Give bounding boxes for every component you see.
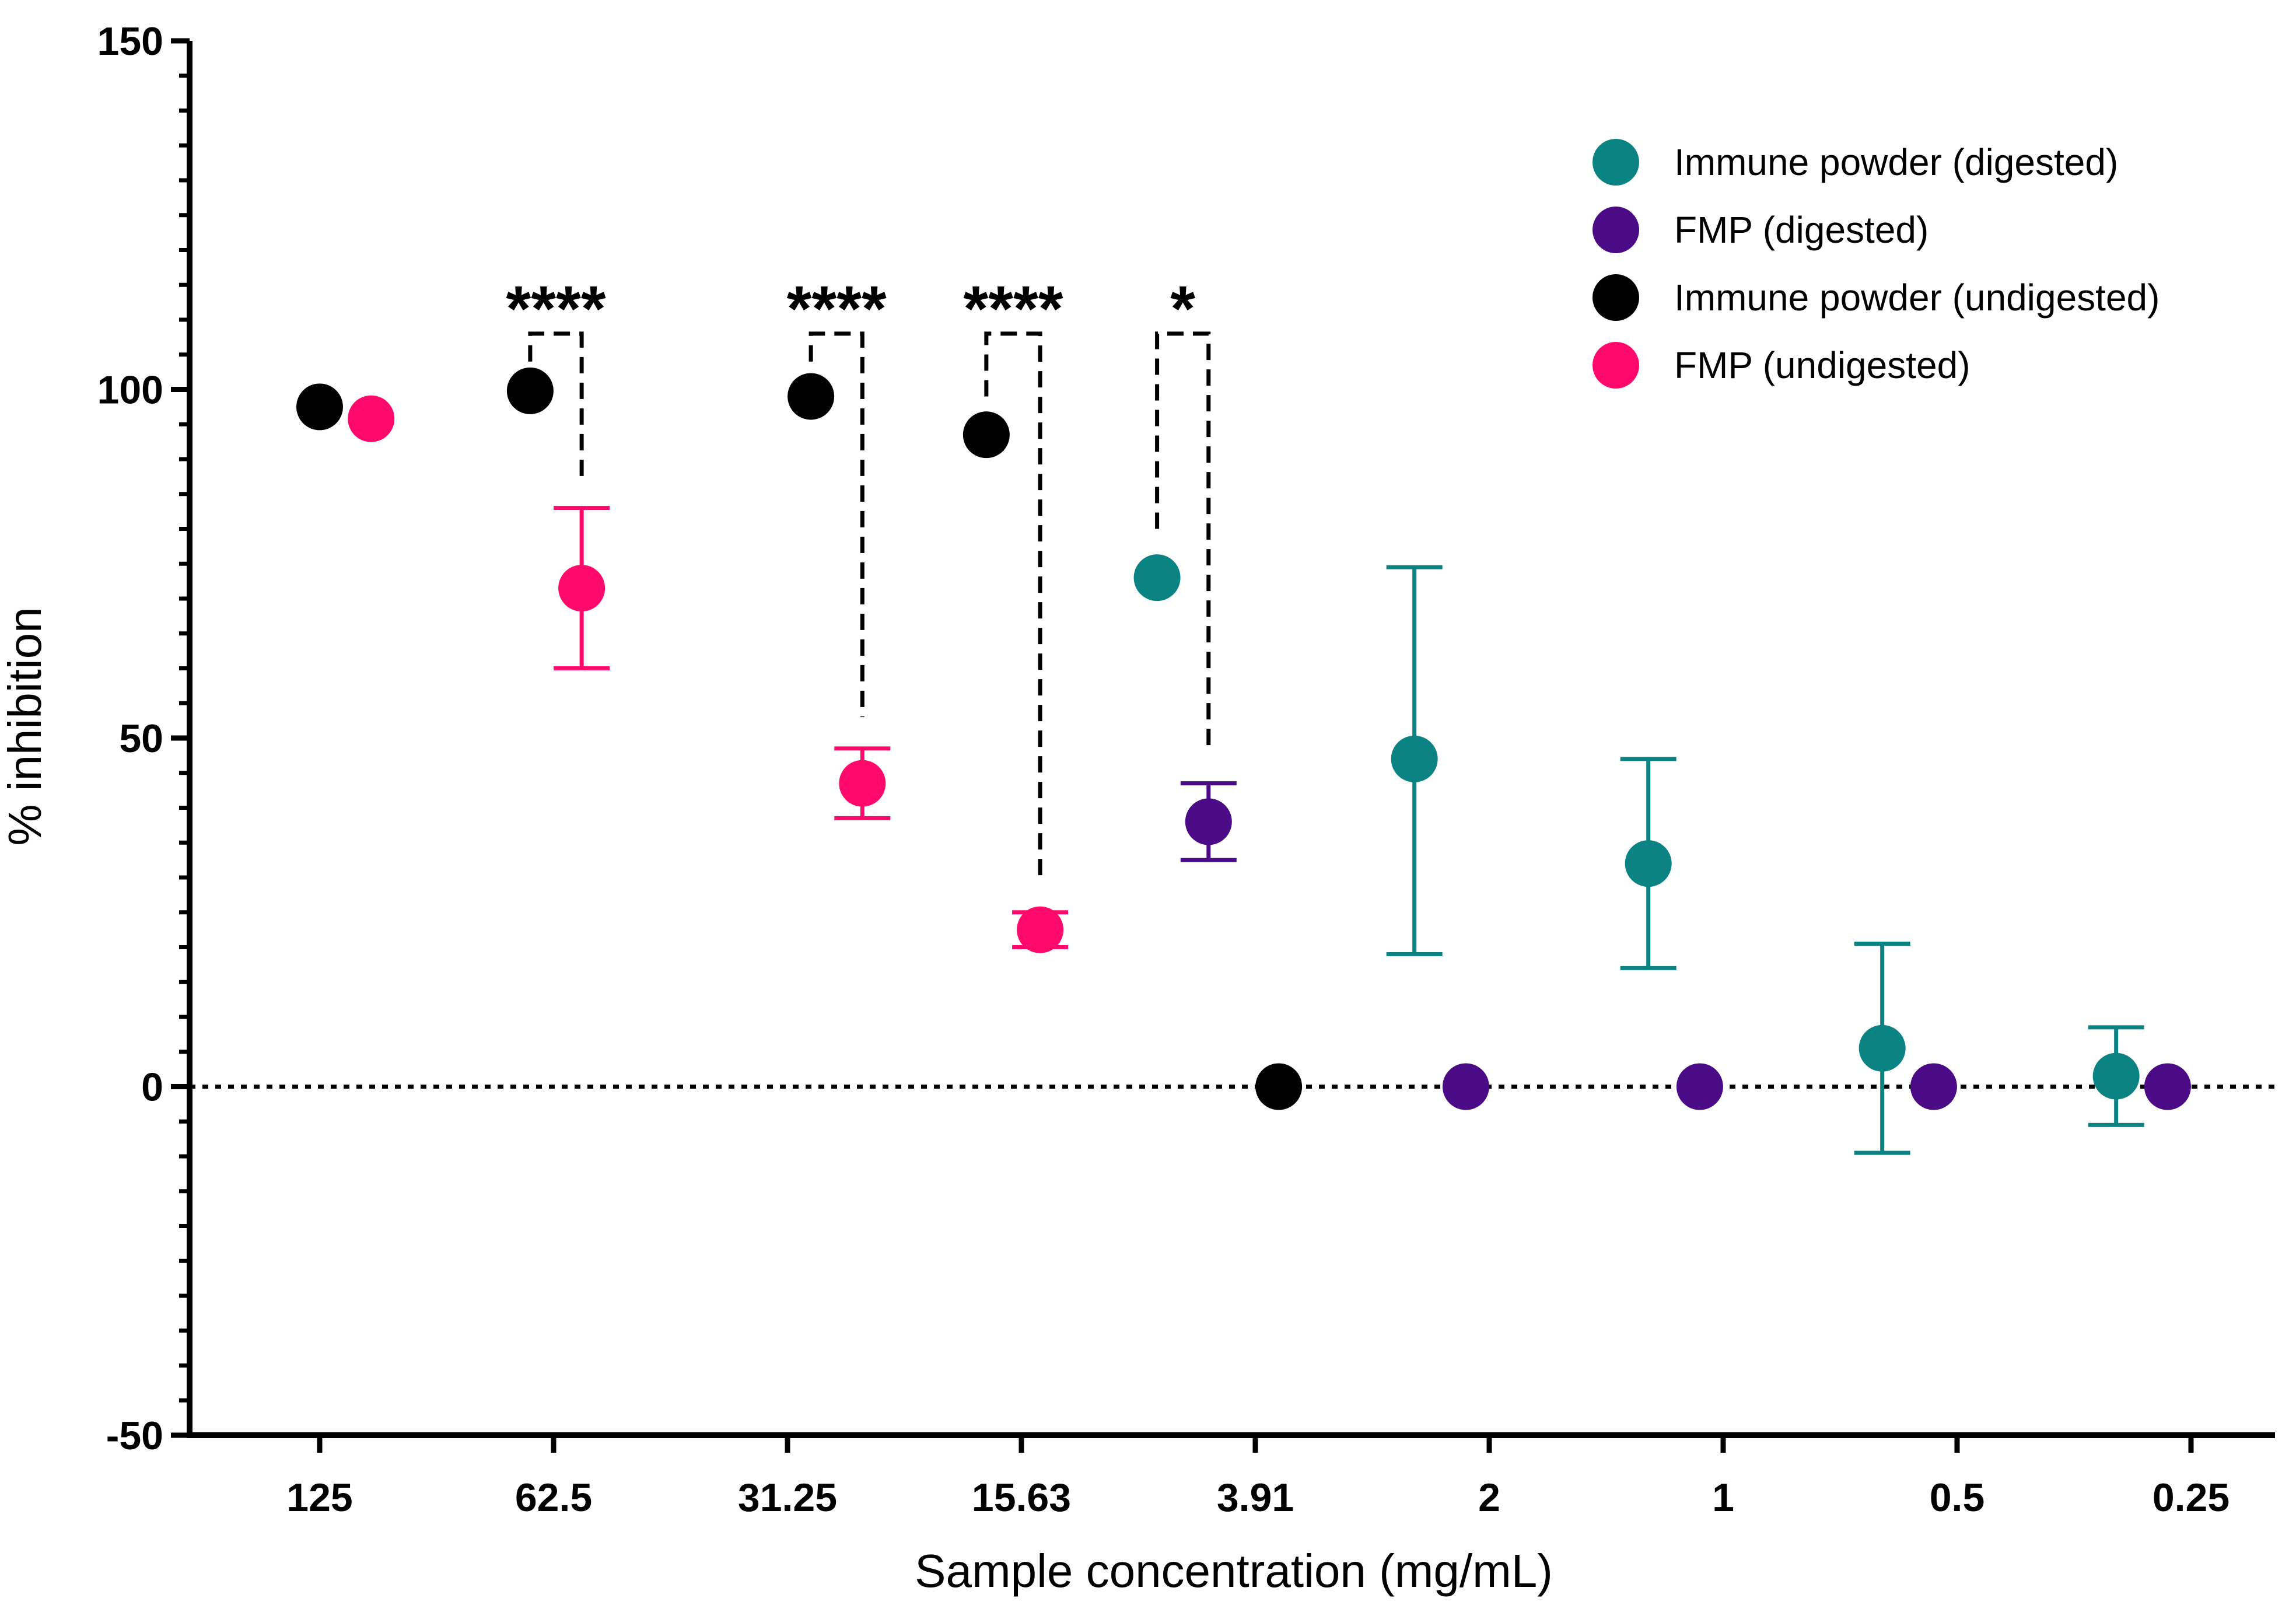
x-tick-label: 31.25 xyxy=(738,1475,837,1520)
data-point xyxy=(506,367,554,414)
significance-label: **** xyxy=(963,273,1063,345)
y-axis-title: % inhibition xyxy=(0,607,51,845)
legend-marker xyxy=(1592,274,1639,321)
y-tick-label: -50 xyxy=(106,1414,163,1458)
significance-bracket xyxy=(808,331,864,718)
legend-label: FMP (digested) xyxy=(1674,209,1929,251)
significance-annotations: **** **** **** * xyxy=(506,273,1211,884)
data-point xyxy=(1442,1063,1489,1110)
x-tick-label: 1 xyxy=(1712,1475,1734,1520)
legend: Immune powder (digested) FMP (digested) Im… xyxy=(1592,139,2160,389)
x-axis-title: Sample concentration (mg/mL) xyxy=(915,1545,1553,1597)
data-point xyxy=(1017,906,1064,953)
significance-bracket xyxy=(984,331,1042,884)
x-tick-label: 0.25 xyxy=(2152,1475,2230,1520)
data-point xyxy=(1391,735,1438,782)
legend-label: Immune powder (undigested) xyxy=(1674,277,2160,319)
legend-marker xyxy=(1592,139,1639,186)
x-tick-label: 125 xyxy=(286,1475,352,1520)
data-point xyxy=(296,383,343,431)
data-point xyxy=(1133,554,1181,602)
data-point xyxy=(558,565,606,612)
data-point xyxy=(1625,840,1672,887)
axes: -50 0 50 100 150 125 62.5 31.25 15.63 3.91 2 1 0.5 0.… xyxy=(97,19,2275,1520)
data-point xyxy=(788,373,835,420)
data-point xyxy=(963,411,1010,459)
data-point xyxy=(1859,1024,1906,1072)
data-point xyxy=(1910,1063,1957,1110)
legend-marker xyxy=(1592,207,1639,253)
y-tick-label: 100 xyxy=(97,368,163,412)
y-tick-label: 50 xyxy=(119,716,163,761)
significance-label: * xyxy=(1170,273,1195,345)
data-point xyxy=(2092,1052,2140,1100)
significance-bracket xyxy=(1155,331,1211,752)
data-marks xyxy=(296,367,2191,1155)
data-point xyxy=(1185,798,1232,845)
legend-label: Immune powder (digested) xyxy=(1674,141,2118,183)
data-point xyxy=(839,760,886,807)
y-tick-label: 0 xyxy=(141,1065,163,1110)
y-tick-label: 150 xyxy=(97,19,163,64)
legend-marker xyxy=(1592,342,1639,389)
significance-label: **** xyxy=(506,273,606,345)
x-tick-label: 62.5 xyxy=(515,1475,592,1520)
significance-bracket xyxy=(528,331,584,480)
x-tick-label: 0.5 xyxy=(1930,1475,1985,1520)
x-tick-label: 2 xyxy=(1478,1475,1500,1520)
data-point xyxy=(1255,1063,1303,1110)
data-point xyxy=(348,395,395,442)
significance-label: **** xyxy=(787,273,887,345)
x-tick-label: 15.63 xyxy=(972,1475,1071,1520)
x-tick-label: 3.91 xyxy=(1217,1475,1294,1520)
legend-label: FMP (undigested) xyxy=(1674,344,1971,386)
data-point xyxy=(2144,1063,2191,1110)
data-point xyxy=(1676,1063,1723,1110)
